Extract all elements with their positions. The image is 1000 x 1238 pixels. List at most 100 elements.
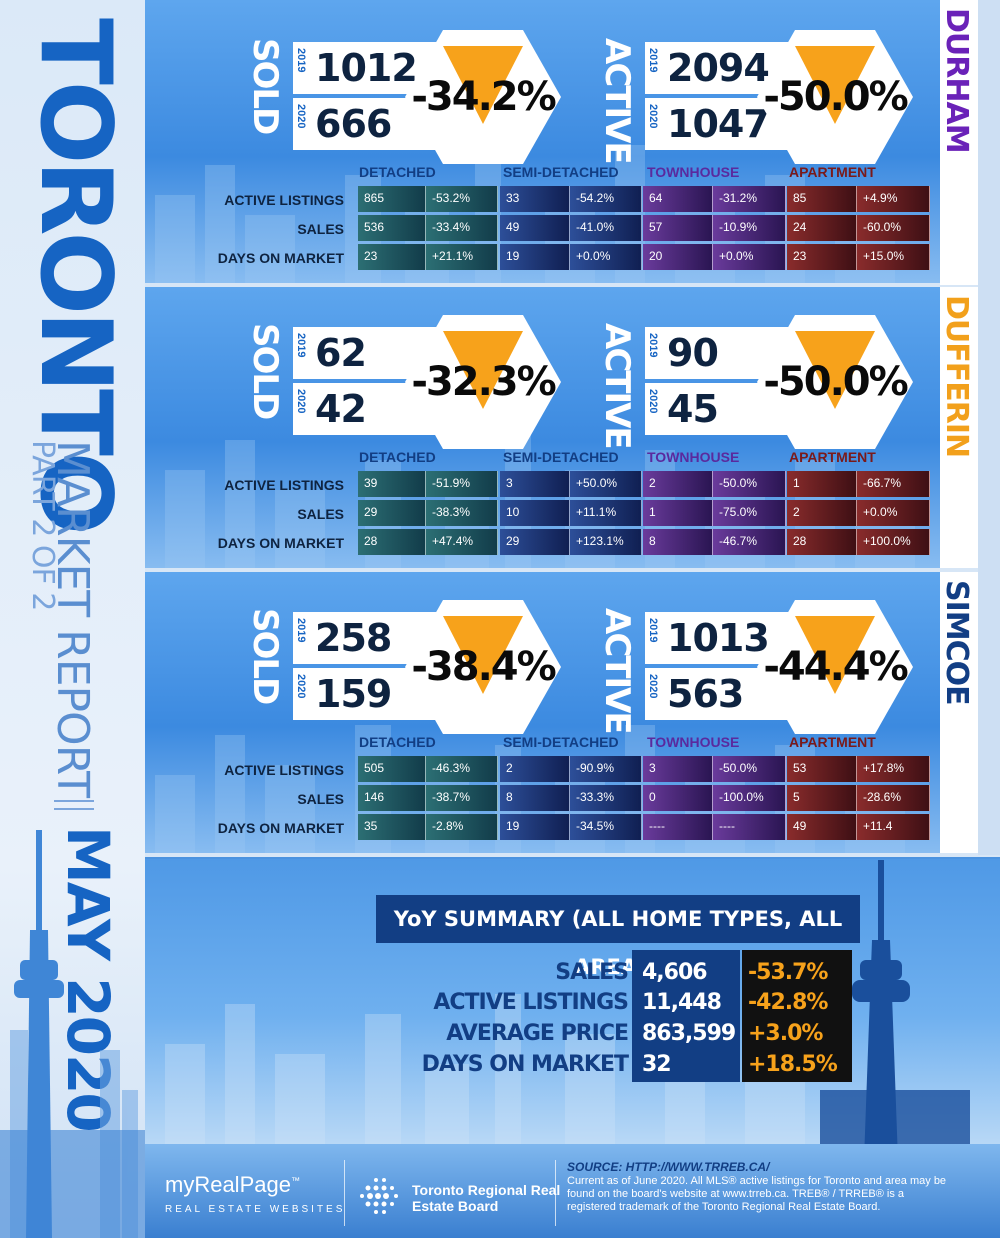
active-y2019-value: 1013 bbox=[667, 616, 770, 660]
sold-y2020-value: 159 bbox=[315, 672, 392, 716]
table-cell-change: +17.8% bbox=[857, 756, 930, 782]
row-label: SALES bbox=[297, 506, 344, 522]
table-cell-change: -33.4% bbox=[426, 215, 498, 241]
active-y2020-value: 45 bbox=[667, 387, 719, 431]
row-label: DAYS ON MARKET bbox=[217, 250, 344, 266]
active-label-text: ACTIVE bbox=[597, 323, 637, 448]
region-name: DUFFERIN bbox=[939, 295, 974, 458]
table-cell-value: 19 bbox=[500, 244, 570, 270]
sold-y2020-value: 42 bbox=[315, 387, 367, 431]
table-cell-value: 2 bbox=[643, 471, 713, 497]
active-stat-block: ACTIVE 2019 90 2020 45 -50.0% bbox=[597, 315, 917, 449]
active-stat-block: ACTIVE 2019 2094 2020 1047 -50.0% bbox=[597, 30, 917, 164]
active-y2020-value: 563 bbox=[667, 672, 744, 716]
active-change-hexagon: -50.0% bbox=[755, 28, 915, 166]
row-label: SALES bbox=[297, 791, 344, 807]
sold-change-value: -38.4% bbox=[411, 644, 556, 690]
column-header: DETACHED bbox=[359, 449, 436, 465]
table-cell-change: +4.9% bbox=[857, 186, 930, 212]
cn-tower-illustration bbox=[820, 860, 970, 1160]
down-arrow-icon bbox=[443, 616, 523, 694]
table-cell-value: ---- bbox=[643, 814, 713, 840]
table-cell-change: +21.1% bbox=[426, 244, 498, 270]
hexagon-shape bbox=[405, 600, 561, 734]
table-cell-change: +0.0% bbox=[713, 244, 786, 270]
table-cell-change: -38.7% bbox=[426, 785, 498, 811]
summary-label-sales: SALES bbox=[555, 960, 629, 985]
right-edge-strip bbox=[978, 0, 1000, 855]
summary-change-sales: -53.7% bbox=[748, 960, 828, 985]
table-cell-change: -51.9% bbox=[426, 471, 498, 497]
table-cell-value: 28 bbox=[358, 529, 426, 555]
year-label-text: 2019 bbox=[647, 333, 659, 358]
table-cell-value: 8 bbox=[500, 785, 570, 811]
summary-label-price: AVERAGE PRICE bbox=[446, 1021, 629, 1046]
active-y2019-value: 90 bbox=[667, 331, 719, 375]
table-cell-change: -31.2% bbox=[713, 186, 786, 212]
active-label: ACTIVE bbox=[597, 321, 641, 448]
table-cell-value: 0 bbox=[643, 785, 713, 811]
footer-separator bbox=[555, 1160, 556, 1226]
active-label: ACTIVE bbox=[597, 36, 641, 163]
table-cell-change: -28.6% bbox=[857, 785, 930, 811]
year-label: 2019 bbox=[295, 329, 309, 377]
trreb-logo-text[interactable]: Toronto Regional Real Estate Board bbox=[412, 1182, 561, 1214]
column-header: TOWNHOUSE bbox=[647, 164, 740, 180]
table-cell-change: -2.8% bbox=[426, 814, 498, 840]
table-cell-change: +50.0% bbox=[570, 471, 642, 497]
table-cell-change: +15.0% bbox=[857, 244, 930, 270]
table-cell-change: +100.0% bbox=[857, 529, 930, 555]
myrealpage-tagline: REAL ESTATE WEBSITES bbox=[165, 1204, 346, 1215]
active-change-value: -44.4% bbox=[763, 644, 908, 690]
year-label-text: 2020 bbox=[647, 104, 659, 129]
myrealpage-logo[interactable]: myRealPage™ bbox=[165, 1172, 300, 1197]
sold-stat-block: SOLD 2019 258 2020 159 -38.4% bbox=[245, 600, 565, 734]
sold-change-value: -32.3% bbox=[411, 359, 556, 405]
table-cell-value: 24 bbox=[787, 215, 857, 241]
summary-value-sales: 4,606 bbox=[642, 960, 708, 985]
source-note: Current as of June 2020. All MLS® active… bbox=[567, 1175, 947, 1213]
summary-change-dom: +18.5% bbox=[748, 1052, 838, 1077]
year-label: 2020 bbox=[647, 670, 661, 718]
table-cell-change: -66.7% bbox=[857, 471, 930, 497]
source-link[interactable]: SOURCE: HTTP://WWW.TRREB.CA/ bbox=[567, 1160, 770, 1174]
footer-separator bbox=[344, 1160, 345, 1226]
table-cell-change: +11.4 bbox=[857, 814, 930, 840]
sold-change-hexagon: -32.3% bbox=[403, 313, 563, 451]
table-cell-value: 33 bbox=[500, 186, 570, 212]
summary-values-box bbox=[632, 950, 740, 1082]
active-y2020-box: 2020 563 bbox=[645, 668, 795, 720]
sold-y2020-value: 666 bbox=[315, 102, 392, 146]
section-divider bbox=[145, 853, 1000, 857]
table-cell-value: 57 bbox=[643, 215, 713, 241]
row-label: DAYS ON MARKET bbox=[217, 535, 344, 551]
table-cell-change: -38.3% bbox=[426, 500, 498, 526]
region-name: DURHAM bbox=[939, 8, 974, 153]
column-header: APARTMENT bbox=[789, 449, 876, 465]
active-y2020-value: 1047 bbox=[667, 102, 770, 146]
table-cell-change: -53.2% bbox=[426, 186, 498, 212]
hexagon-shape bbox=[757, 30, 913, 164]
active-change-hexagon: -50.0% bbox=[755, 313, 915, 451]
summary-title: YoY SUMMARY (ALL HOME TYPES, ALL AREAS) bbox=[376, 895, 860, 979]
skyline-illustration bbox=[165, 994, 805, 1144]
column-header: DETACHED bbox=[359, 734, 436, 750]
summary-label-dom: DAYS ON MARKET bbox=[421, 1052, 629, 1077]
table-cell-change: -50.0% bbox=[713, 471, 786, 497]
region-name: SIMCOE bbox=[939, 580, 974, 705]
title-separator bbox=[54, 800, 94, 810]
row-label: SALES bbox=[297, 221, 344, 237]
table-cell-change: -34.5% bbox=[570, 814, 642, 840]
year-label: 2020 bbox=[295, 100, 309, 148]
cn-tower-illustration bbox=[0, 830, 145, 1238]
table-cell-change: -54.2% bbox=[570, 186, 642, 212]
report-part: PART 2 OF 2 bbox=[25, 440, 60, 611]
table-cell-change: -41.0% bbox=[570, 215, 642, 241]
trreb-logo-icon bbox=[360, 1178, 398, 1214]
year-label: 2020 bbox=[647, 100, 661, 148]
year-label-text: 2019 bbox=[647, 618, 659, 643]
column-header: APARTMENT bbox=[789, 734, 876, 750]
summary-value-price: 863,599 bbox=[642, 1021, 736, 1046]
table-cell-value: 49 bbox=[500, 215, 570, 241]
summary-value-dom: 32 bbox=[642, 1052, 672, 1077]
